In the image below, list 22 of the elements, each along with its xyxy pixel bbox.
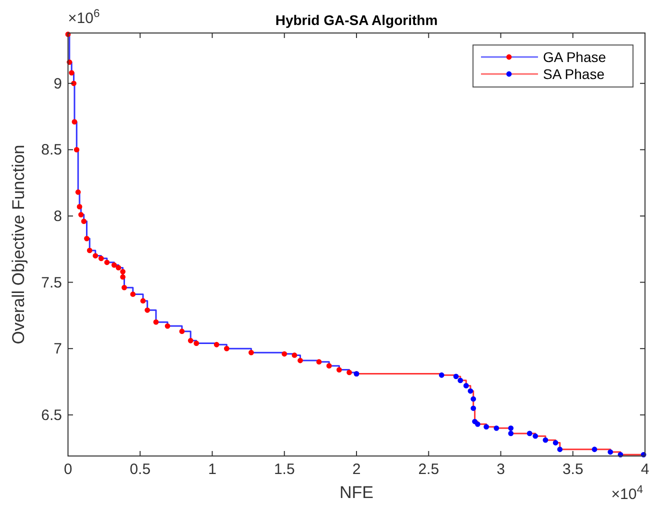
text: ×10$^{6}$ bbox=[68, 8, 100, 27]
x-tick-label: 0.5 bbox=[130, 461, 151, 478]
x-tick-label: 3.5 bbox=[562, 461, 584, 478]
x-tick-label: 1.5 bbox=[274, 461, 295, 478]
chart-title: Hybrid GA-SA Algorithm bbox=[275, 12, 438, 28]
x-tick-label: 3 bbox=[496, 461, 505, 478]
text: ×10$^{4}$ bbox=[611, 484, 643, 503]
x-tick-label: 2.5 bbox=[418, 461, 440, 478]
x-tick-label: 4 bbox=[640, 461, 650, 478]
y-tick-label: 7.5 bbox=[41, 274, 62, 292]
x-tick-label: 0 bbox=[64, 461, 72, 478]
y-tick-label: 8.5 bbox=[41, 142, 62, 159]
y-tick-label: 7 bbox=[54, 340, 62, 358]
y-axis-title: Overall Objective Function bbox=[9, 144, 28, 344]
y-tick-label: 9 bbox=[54, 75, 62, 92]
legend-label: SA Phase bbox=[543, 66, 605, 82]
legend-label: GA Phase bbox=[543, 49, 606, 65]
x-axis-title: NFE bbox=[340, 483, 374, 502]
y-tick-label: 6.5 bbox=[41, 406, 62, 424]
x-tick-label: 2 bbox=[352, 461, 361, 478]
x-tick-label: 1 bbox=[208, 461, 216, 478]
y-tick-label: 8 bbox=[54, 208, 62, 225]
